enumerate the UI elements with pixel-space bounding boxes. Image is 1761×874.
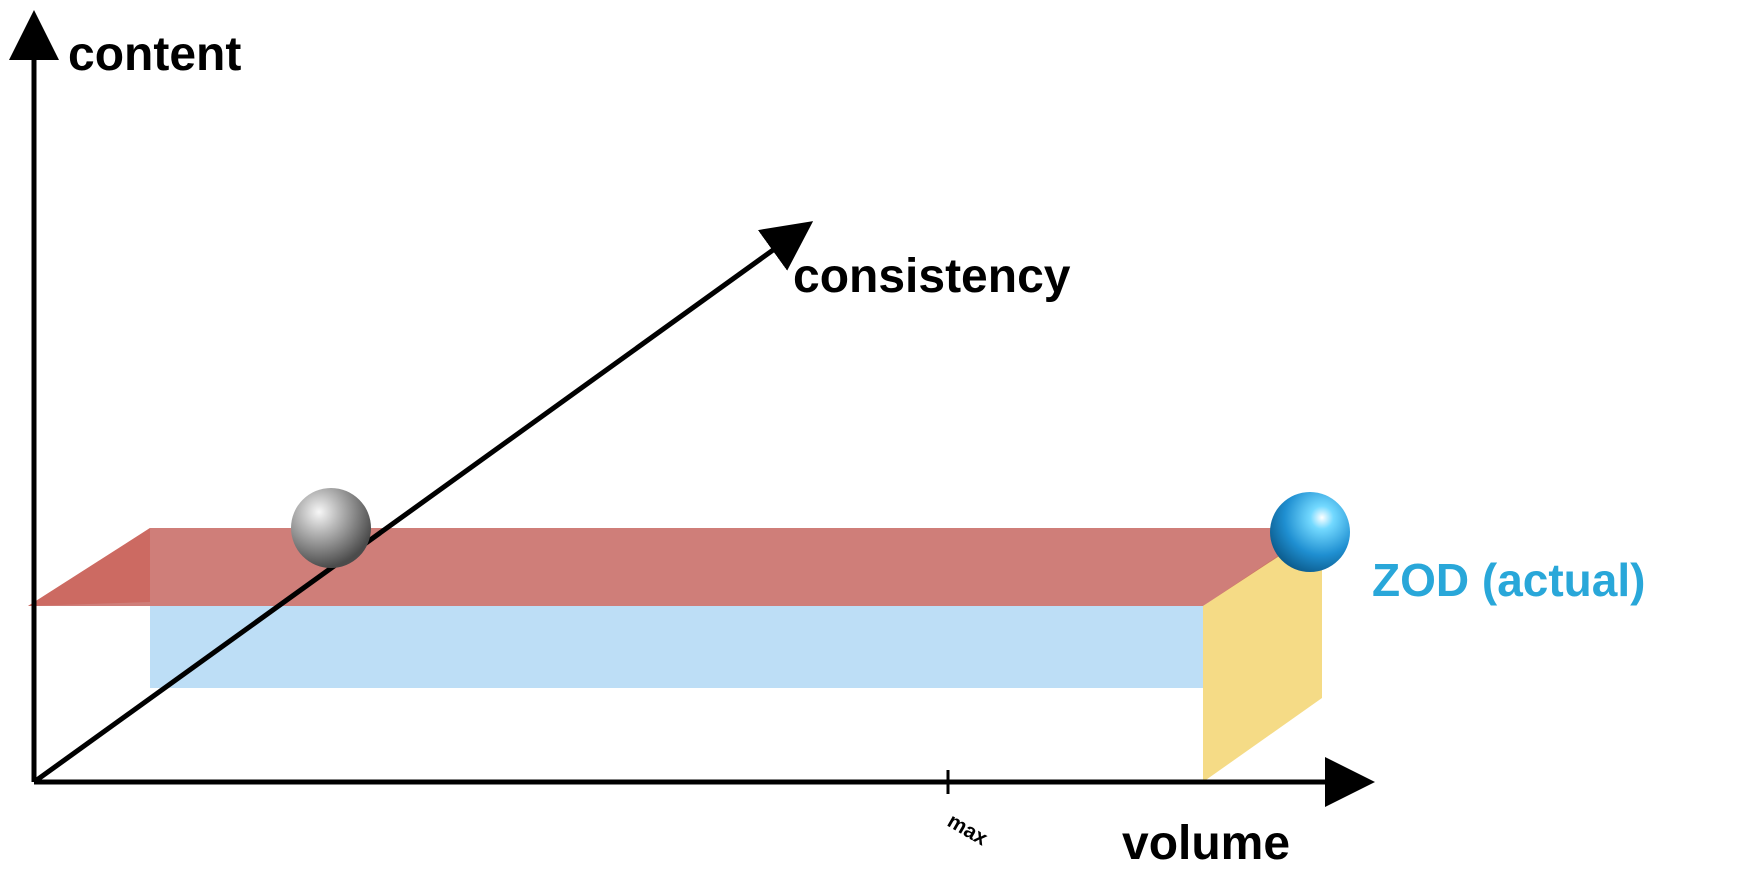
front-blue-face xyxy=(150,606,1203,688)
end-yellow-face xyxy=(1203,526,1322,782)
consistency-axis-label: consistency xyxy=(793,250,1071,303)
content-axis-label: content xyxy=(68,28,241,81)
consistency-axis xyxy=(32,221,814,785)
top-red-face xyxy=(28,528,1322,606)
actual-point xyxy=(1270,492,1350,572)
volume-axis-label: volume xyxy=(1122,817,1290,870)
reference-point xyxy=(291,488,371,568)
actual-point-label: ZOD (actual) xyxy=(1372,554,1645,606)
max-tick-label: max xyxy=(944,809,992,850)
